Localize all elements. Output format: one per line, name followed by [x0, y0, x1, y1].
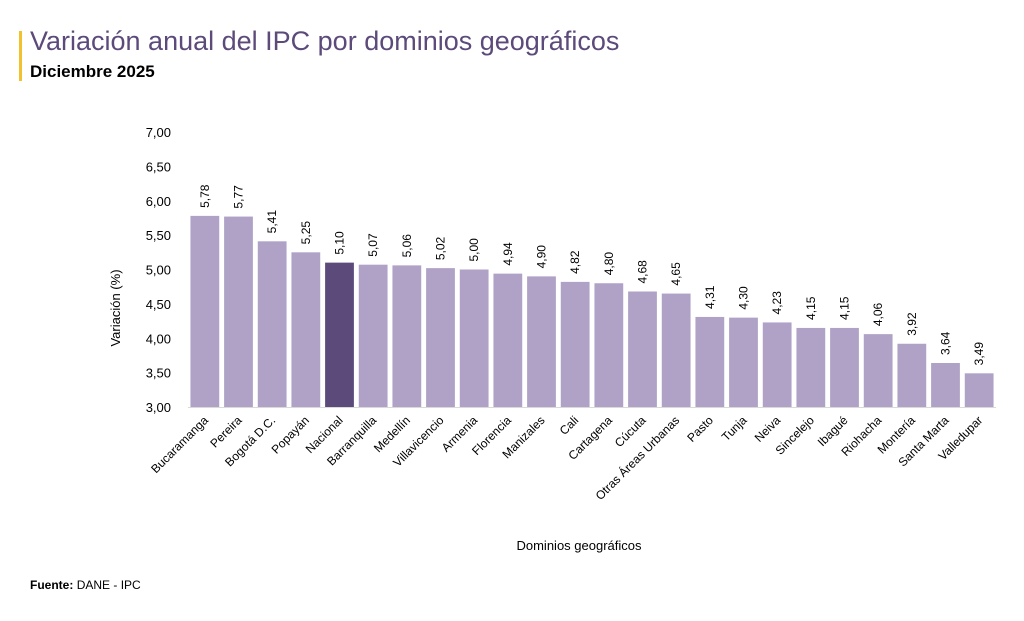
data-label: 4,15 — [838, 296, 852, 320]
x-tick-label: Cali — [557, 413, 582, 438]
bar — [392, 265, 422, 407]
bar — [661, 293, 691, 407]
data-label: 4,80 — [602, 252, 616, 276]
bar — [493, 273, 523, 407]
y-axis-title: Variación (%) — [108, 269, 123, 346]
x-tick-label: Tunja — [719, 413, 750, 444]
bar — [830, 327, 859, 407]
data-label: 4,06 — [871, 302, 885, 326]
bar — [897, 343, 927, 407]
title-accent-bar — [19, 31, 22, 81]
source-label: Fuente: — [30, 578, 74, 592]
data-label: 5,78 — [198, 184, 212, 208]
x-tick-label: Bucaramanga — [148, 413, 211, 476]
x-tick-label: Pasto — [684, 413, 716, 445]
data-label: 4,23 — [770, 291, 784, 315]
chart-subtitle: Diciembre 2025 — [30, 62, 155, 81]
bar — [190, 215, 220, 407]
bar — [628, 291, 657, 407]
y-tick-label: 5,50 — [146, 228, 171, 243]
data-label: 4,82 — [568, 250, 582, 274]
y-tick-label: 7,00 — [146, 125, 171, 140]
x-axis-title: Dominios geográficos — [516, 538, 642, 553]
bar — [964, 373, 994, 407]
data-label: 5,07 — [366, 233, 380, 257]
data-label: 5,77 — [232, 185, 246, 209]
data-label: 5,41 — [265, 210, 279, 234]
bar — [931, 363, 960, 407]
bar — [695, 316, 725, 407]
bar — [594, 283, 624, 407]
data-label: 5,10 — [333, 231, 347, 255]
bar — [796, 327, 826, 407]
y-tick-label: 6,00 — [146, 194, 171, 209]
bar — [459, 269, 489, 407]
bar — [358, 264, 388, 407]
data-label: 4,68 — [636, 260, 650, 284]
bar — [863, 334, 893, 407]
bar — [257, 241, 287, 407]
source-note: Fuente: DANE - IPC — [30, 578, 141, 592]
bar — [325, 262, 354, 407]
bar — [729, 317, 758, 407]
data-label: 3,49 — [972, 342, 986, 366]
data-label: 4,15 — [804, 296, 818, 320]
data-label: 3,64 — [939, 331, 953, 355]
bar — [560, 281, 590, 407]
x-tick-label: Neiva — [752, 413, 784, 445]
source-text: DANE - IPC — [76, 578, 141, 592]
data-label: 3,92 — [905, 312, 919, 336]
data-label: 4,65 — [669, 262, 683, 286]
data-label: 5,00 — [467, 238, 481, 262]
chart-title: Variación anual del IPC por dominios geo… — [30, 26, 620, 56]
bar — [527, 276, 556, 407]
bar — [291, 252, 321, 407]
y-tick-label: 6,50 — [146, 159, 171, 174]
data-label: 4,90 — [535, 245, 549, 269]
y-tick-label: 3,00 — [146, 400, 171, 415]
y-tick-label: 4,50 — [146, 297, 171, 312]
y-tick-label: 5,00 — [146, 263, 171, 278]
y-tick-label: 3,50 — [146, 366, 171, 381]
bar — [762, 322, 792, 407]
y-tick-label: 4,00 — [146, 331, 171, 346]
data-label: 4,30 — [737, 286, 751, 310]
data-label: 5,02 — [434, 236, 448, 260]
bar — [224, 216, 253, 407]
data-label: 4,94 — [501, 242, 515, 266]
data-label: 5,25 — [299, 221, 313, 245]
bar — [426, 268, 455, 407]
data-label: 4,31 — [703, 285, 717, 309]
data-label: 5,06 — [400, 234, 414, 258]
